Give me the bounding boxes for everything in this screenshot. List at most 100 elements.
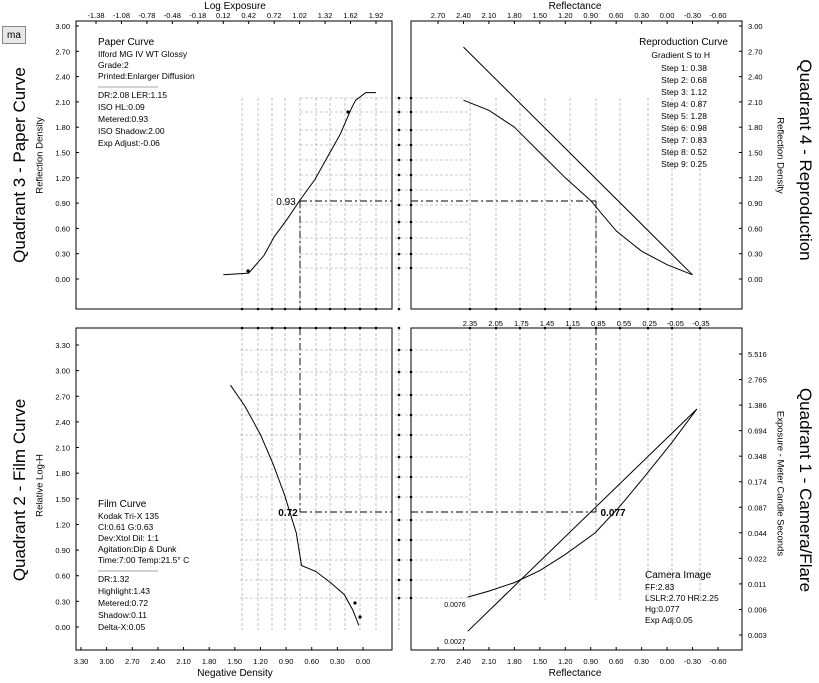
reflectance-top-tick: -0.60 <box>709 11 726 20</box>
reflectance-bottom-axis-title: Reflectance <box>548 668 602 679</box>
reflectance-mid-tick: 0.25 <box>642 319 657 328</box>
log-h-tick: 2.10 <box>55 444 70 453</box>
exposure-tick: 0.044 <box>748 529 767 538</box>
reflectance-bottom-tick: 0.60 <box>609 657 624 666</box>
flare-bottom-label: 0.0027 <box>444 639 466 646</box>
edge-marker <box>397 188 401 192</box>
q4-y-title: Reflection Density <box>774 117 786 194</box>
log-exposure-tick: 1.62 <box>343 11 358 20</box>
edge-marker <box>343 326 347 330</box>
film-info-stat: Metered:0.72 <box>98 598 148 608</box>
edge-marker <box>409 266 413 270</box>
q4-density-tick: 1.20 <box>748 174 763 183</box>
log-exposure-axis-title: Log Exposure <box>204 1 266 12</box>
edge-marker <box>314 307 318 311</box>
edge-marker <box>518 326 522 330</box>
reflectance-bottom-tick: 1.20 <box>558 657 573 666</box>
q4-density-tick: 0.90 <box>748 199 763 208</box>
film-info-line: Time:7:00 Temp:21.5° C <box>98 555 189 565</box>
paper-info-stat: ISO HL:0.09 <box>98 102 145 112</box>
edge-marker <box>409 518 413 522</box>
paper-info-line: Ilford MG IV WT Glossy <box>98 49 188 59</box>
edge-marker <box>409 455 413 459</box>
edge-marker <box>409 578 413 582</box>
q4-density-tick: 2.10 <box>748 98 763 107</box>
reflectance-bottom-tick: 1.50 <box>533 657 548 666</box>
log-h-tick: 1.50 <box>55 495 70 504</box>
q4-density-tick: 2.70 <box>748 47 763 56</box>
exposure-tick: 2.765 <box>748 376 767 385</box>
film-info-title: Film Curve <box>98 499 147 510</box>
q3-title: Quadrant 3 - Paper Curve <box>10 67 29 263</box>
edge-marker <box>397 413 401 417</box>
edge-marker <box>397 433 401 437</box>
flare-top-label: 0.0076 <box>444 602 466 609</box>
edge-marker <box>283 326 287 330</box>
edge-marker <box>409 128 413 132</box>
q3-density-tick: 1.50 <box>55 149 70 158</box>
negative-density-tick: 0.90 <box>279 657 294 666</box>
negative-density-tick: 0.00 <box>356 657 371 666</box>
q3-density-tick: 1.20 <box>55 174 70 183</box>
negative-density-tick: 1.80 <box>202 657 217 666</box>
log-exposure-tick: 1.02 <box>292 11 307 20</box>
edge-marker <box>670 307 674 311</box>
reflectance-top-tick: 0.30 <box>634 11 649 20</box>
edge-marker <box>698 326 702 330</box>
edge-marker <box>618 307 622 311</box>
edge-marker <box>409 188 413 192</box>
negative-density-tick: 0.60 <box>304 657 319 666</box>
reflectance-bottom-tick: 0.30 <box>634 657 649 666</box>
edge-marker <box>358 326 362 330</box>
log-h-tick: 2.70 <box>55 392 70 401</box>
edge-marker <box>409 370 413 374</box>
q3-density-tick: 0.90 <box>55 199 70 208</box>
negative-density-axis-title: Negative Density <box>197 668 273 679</box>
exposure-tick: 0.006 <box>748 605 767 614</box>
reflectance-top-tick: 0.90 <box>583 11 598 20</box>
edge-marker <box>397 203 401 207</box>
negative-density-tick: 0.30 <box>330 657 345 666</box>
paper-info-stat: Exp Adjust:-0.06 <box>98 138 160 148</box>
edge-marker <box>397 266 401 270</box>
edge-marker <box>518 307 522 311</box>
edge-marker <box>409 143 413 147</box>
log-h-tick: 0.60 <box>55 572 70 581</box>
film-info-line: CI:0.61 G:0.63 <box>98 522 154 532</box>
edge-marker <box>397 158 401 162</box>
reflectance-bottom-tick: -0.60 <box>709 657 726 666</box>
edge-marker <box>397 558 401 562</box>
reflectance-mid-tick: 1.45 <box>540 319 555 328</box>
reflectance-bottom-tick: 0.00 <box>660 657 675 666</box>
q4-density-tick: 0.00 <box>748 275 763 284</box>
log-exposure-tick: -1.08 <box>113 11 130 20</box>
edge-marker <box>397 518 401 522</box>
reflectance-bottom-tick: 2.10 <box>482 657 497 666</box>
paper-info-stat: DR:2.08 LER:1.15 <box>98 90 167 100</box>
curve-point <box>246 269 250 273</box>
film-info-line: Dev:Xtol Dil: 1:1 <box>98 533 159 543</box>
edge-marker <box>618 326 622 330</box>
edge-marker <box>409 110 413 114</box>
edge-marker <box>397 578 401 582</box>
edge-marker <box>397 370 401 374</box>
edge-marker <box>397 348 401 352</box>
q4-density-tick: 1.50 <box>748 149 763 158</box>
log-exposure-tick: -1.38 <box>87 11 104 20</box>
edge-marker <box>240 307 244 311</box>
edge-marker <box>409 96 413 100</box>
edge-marker <box>409 220 413 224</box>
negative-density-tick: 3.00 <box>99 657 114 666</box>
reflectance-mid-tick: 1.15 <box>565 319 580 328</box>
toolbar-button[interactable]: ma <box>2 26 26 44</box>
edge-marker <box>397 110 401 114</box>
repro-info-step: Step 1: 0.38 <box>661 63 707 73</box>
edge-marker <box>409 158 413 162</box>
edge-marker <box>646 326 650 330</box>
log-exposure-tick: 0.72 <box>267 11 282 20</box>
negative-density-tick: 1.20 <box>253 657 268 666</box>
log-exposure-tick: 1.92 <box>369 11 384 20</box>
edge-marker <box>397 307 401 311</box>
edge-marker <box>409 348 413 352</box>
repro-info-title: Reproduction Curve <box>639 37 728 48</box>
